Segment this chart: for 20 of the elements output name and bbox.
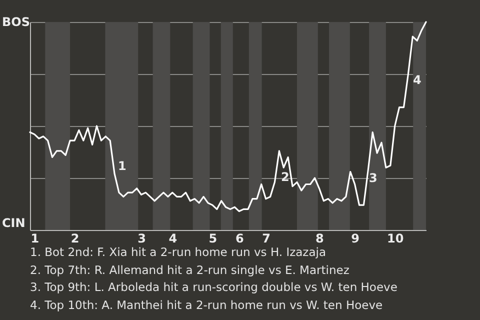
annotation: 1 — [118, 159, 126, 173]
x-tick-label: 9 — [351, 232, 360, 246]
text: 2. Top 7th: R. Allemand hit a 2-run single vs E. Martinez — [30, 262, 350, 278]
x-tick-label: 1 — [30, 232, 40, 246]
x-tick-label: 7 — [262, 232, 270, 246]
annotation: 4 — [413, 73, 422, 87]
text: 4. Top 10th: A. Manthei hit a 2-run home run vs W. ten Hoeve — [30, 296, 384, 314]
annotation: 3 — [369, 171, 378, 185]
text: 1. Bot 2nd: F. Xia hit a 2-run home run vs H. Izazaja — [30, 244, 328, 261]
x-tick-label: 3 — [138, 232, 146, 246]
x-tick-label: 8 — [316, 232, 324, 246]
x-tick-label: 4 — [168, 232, 178, 246]
x-tick-label: 2 — [70, 232, 80, 246]
x-tick-label: 10 — [387, 232, 404, 246]
annotation: 2 — [281, 170, 290, 184]
text: 3. Top 9th: L. Arboleda hit a run-scoring double vs W. ten Hoeve — [30, 279, 398, 296]
x-tick-label: 6 — [235, 232, 244, 246]
x-tick-label: 5 — [208, 232, 218, 246]
text: BOS — [2, 15, 30, 29]
text: CIN — [2, 216, 26, 230]
